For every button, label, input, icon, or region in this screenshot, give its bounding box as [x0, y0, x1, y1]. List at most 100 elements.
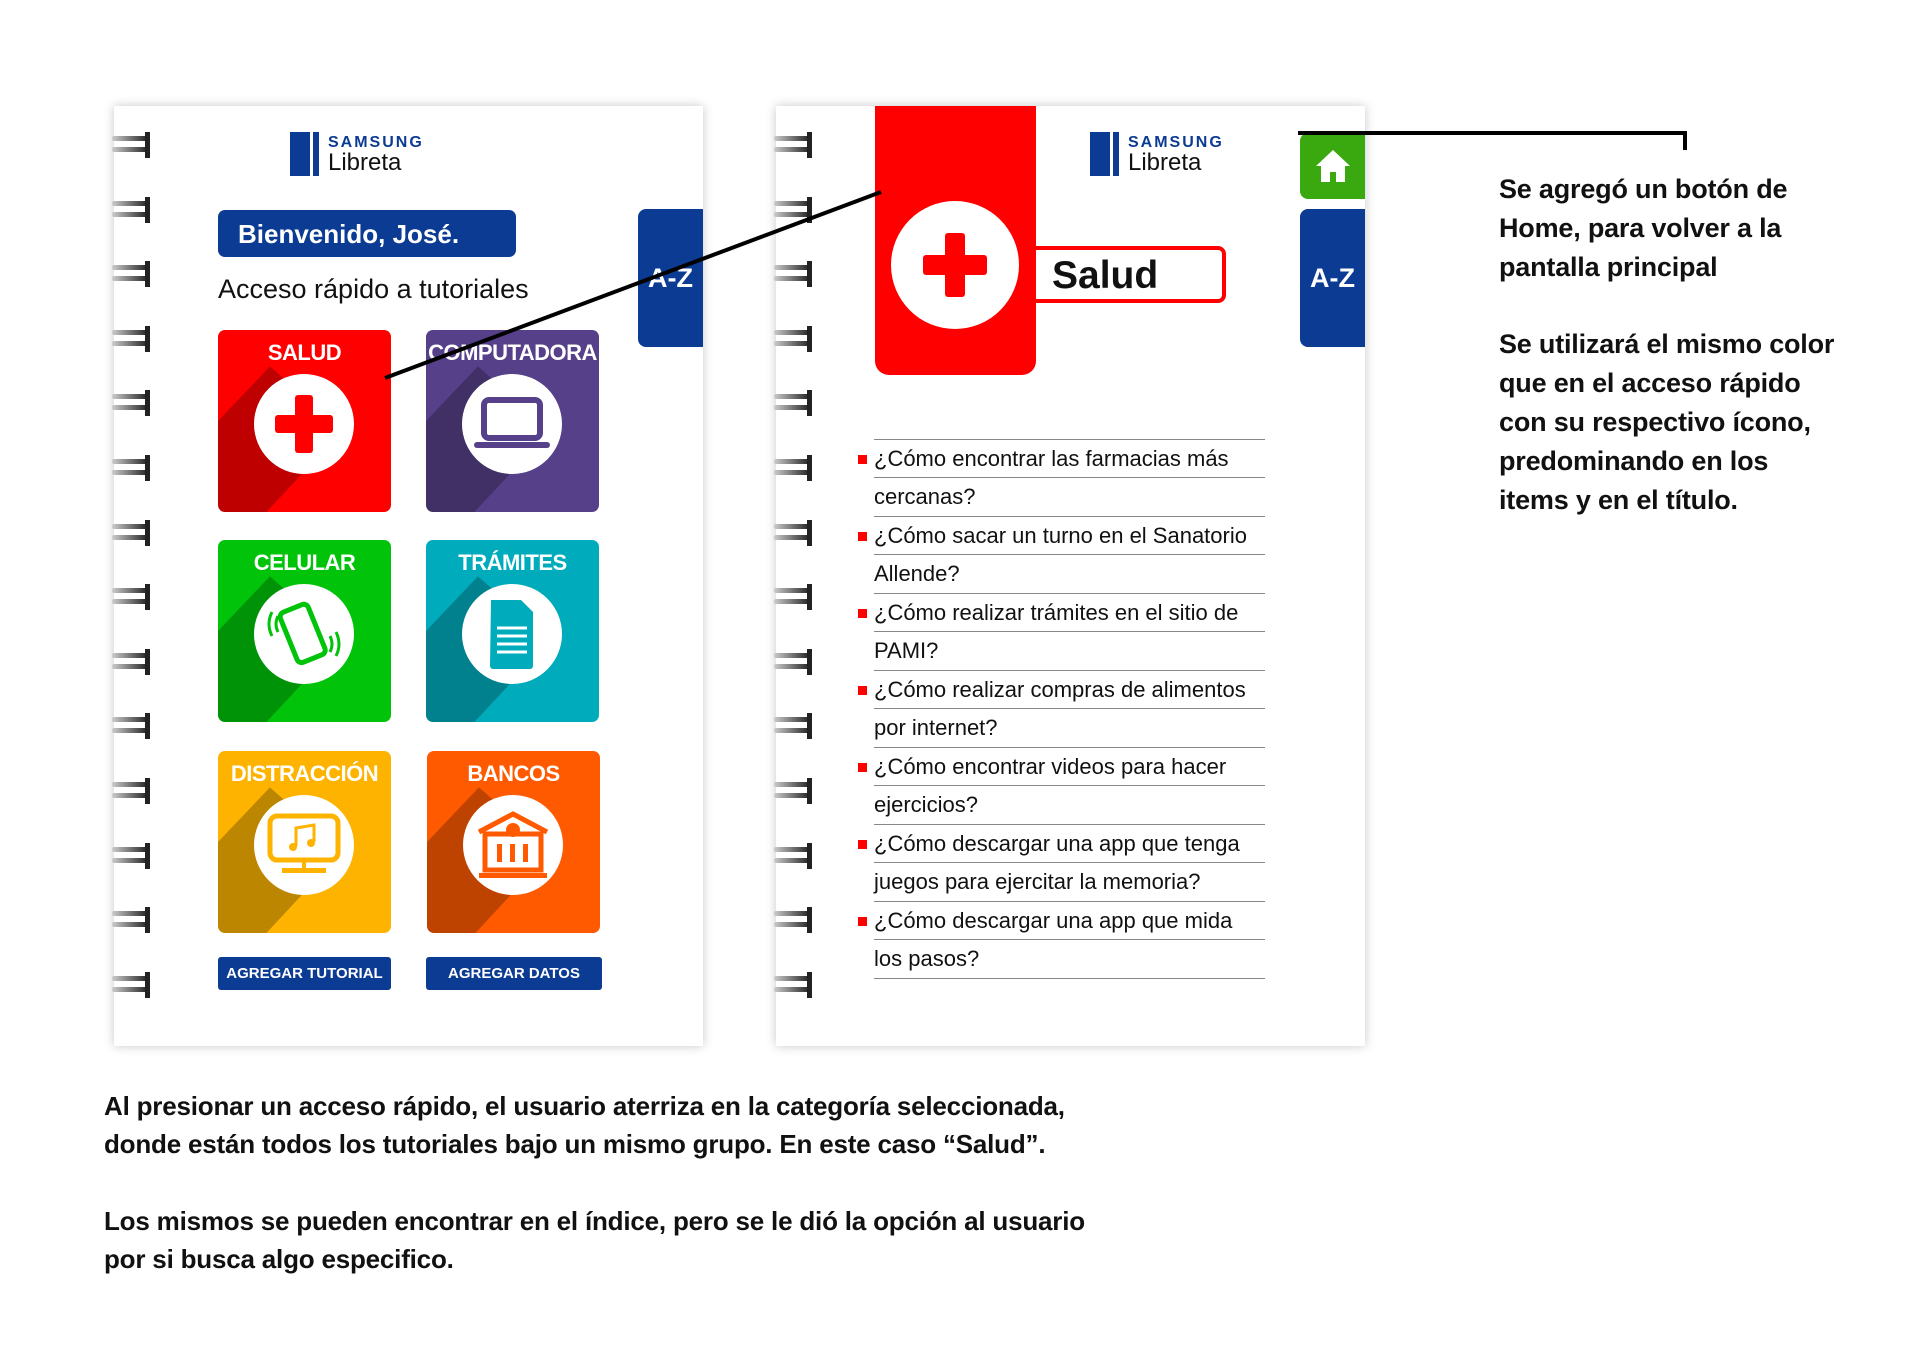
- spiral-ring: [112, 325, 154, 352]
- spiral-ring: [112, 907, 154, 934]
- spiral-ring: [112, 842, 154, 869]
- tutorial-link-text[interactable]: cercanas?: [874, 484, 976, 509]
- home-button-note: Se agregó un botón de Home, para volver a…: [1499, 170, 1788, 287]
- note-line: predominando en los: [1499, 446, 1769, 476]
- spiral-ring: [774, 842, 816, 869]
- tile-label: SALUD: [267, 340, 342, 365]
- laptop-icon: [462, 374, 562, 474]
- tutorial-link-text[interactable]: ejercicios?: [874, 792, 978, 817]
- note-line: con su respectivo ícono,: [1499, 407, 1811, 437]
- spiral-ring: [112, 519, 154, 546]
- tutorial-list-item[interactable]: ¿Cómo descargar una app que mida los paso…: [858, 901, 1265, 979]
- tile-label: BANCOS: [467, 761, 560, 786]
- tutorial-link-text[interactable]: por internet?: [874, 715, 998, 740]
- tutorial-list-item[interactable]: ¿Cómo sacar un turno en el Sanatorio Alle…: [858, 516, 1265, 593]
- spiral-ring: [774, 519, 816, 546]
- samsung-libreta-logo: SAMSUNG Libreta: [1090, 132, 1224, 176]
- note-line: Los mismos se pueden encontrar en el índ…: [104, 1206, 1085, 1236]
- tile-celular[interactable]: CELULAR: [218, 540, 391, 722]
- note-line: Se utilizará el mismo color: [1499, 329, 1835, 359]
- tile-salud[interactable]: SALUD: [218, 330, 391, 512]
- logo-product: Libreta: [328, 148, 402, 176]
- note-line: Home, para volver a la: [1499, 213, 1782, 243]
- spiral-ring: [112, 971, 154, 998]
- tv-music-icon: [254, 795, 354, 895]
- note-line: Se agregó un botón de: [1499, 174, 1788, 204]
- bottom-note-2: Los mismos se pueden encontrar en el índ…: [104, 1202, 1085, 1278]
- spiral-ring: [774, 325, 816, 352]
- spiral-ring: [112, 132, 154, 158]
- home-button[interactable]: [1300, 133, 1365, 199]
- tutorial-list-item[interactable]: ¿Cómo encontrar videos para hacer ejercic…: [858, 747, 1265, 824]
- tile-label: TRÁMITES: [458, 550, 567, 575]
- tutorial-link-text[interactable]: Allende?: [874, 561, 960, 586]
- tutorial-link-text[interactable]: ¿Cómo realizar compras de alimentos: [874, 671, 1265, 709]
- note-line: donde están todos los tutoriales bajo un…: [104, 1129, 1046, 1159]
- note-line: que en el acceso rápido: [1499, 368, 1801, 398]
- tutorial-list-item[interactable]: ¿Cómo realizar trámites en el sitio de PA…: [858, 593, 1265, 670]
- libreta-logo-icon: [1090, 132, 1120, 176]
- samsung-libreta-logo: SAMSUNG Libreta: [290, 132, 424, 176]
- tutorial-link-text[interactable]: ¿Cómo encontrar videos para hacer: [874, 748, 1265, 786]
- spiral-ring: [112, 713, 154, 740]
- tutorial-link-text[interactable]: ¿Cómo realizar trámites en el sitio de: [874, 594, 1265, 632]
- az-index-tab[interactable]: A-Z: [1300, 209, 1365, 347]
- medical-cross-icon: [254, 374, 354, 474]
- spiral-ring: [112, 778, 154, 804]
- category-header-tab: [875, 106, 1036, 375]
- spiral-ring: [112, 648, 154, 675]
- connector-line-home: [1298, 131, 1687, 150]
- bullet-icon: [858, 686, 867, 695]
- tutorial-list-item[interactable]: ¿Cómo realizar compras de alimentos por i…: [858, 670, 1265, 747]
- tutorial-link-text[interactable]: ¿Cómo sacar un turno en el Sanatorio: [874, 517, 1265, 555]
- tutorial-link-text[interactable]: juegos para ejercitar la memoria?: [874, 869, 1201, 894]
- spiral-ring: [774, 907, 816, 934]
- tutorial-list-item[interactable]: ¿Cómo descargar una app que tenga juegos …: [858, 824, 1265, 901]
- bullet-icon: [858, 455, 867, 464]
- bullet-icon: [858, 763, 867, 772]
- spiral-ring: [112, 390, 154, 417]
- tile-bancos[interactable]: BANCOS: [427, 751, 600, 933]
- bullet-icon: [858, 840, 867, 849]
- tile-trámites[interactable]: TRÁMITES: [426, 540, 599, 722]
- spiral-ring: [774, 196, 816, 223]
- spiral-ring: [112, 261, 154, 288]
- home-icon: [1315, 150, 1350, 182]
- bullet-icon: [858, 532, 867, 541]
- category-page: Salud SAMSUNG Libreta A-Z ¿Cómo encontrar…: [774, 106, 1365, 1046]
- tile-label: DISTRACCIÓN: [230, 761, 379, 786]
- tutorial-link-text[interactable]: los pasos?: [874, 946, 980, 971]
- document-icon: [462, 584, 562, 684]
- tutorial-link-text[interactable]: ¿Cómo descargar una app que tenga: [874, 825, 1265, 863]
- bullet-icon: [858, 609, 867, 618]
- logo-brand: SAMSUNG: [328, 133, 424, 151]
- tutorial-list-item[interactable]: ¿Cómo encontrar las farmacias más cercana…: [858, 439, 1265, 516]
- bottom-note-1: Al presionar un acceso rápido, el usuari…: [104, 1087, 1065, 1163]
- tutorial-link-text[interactable]: PAMI?: [874, 638, 939, 663]
- bank-icon: [463, 795, 563, 895]
- tutorial-list: ¿Cómo encontrar las farmacias más cercana…: [858, 439, 1265, 979]
- spiral-ring: [774, 713, 816, 740]
- bullet-icon: [858, 917, 867, 926]
- spiral-ring: [774, 971, 816, 998]
- spiral-ring: [774, 778, 816, 804]
- tutorial-link-text[interactable]: ¿Cómo descargar una app que mida: [874, 902, 1265, 940]
- tile-distracción[interactable]: DISTRACCIÓN: [218, 751, 391, 933]
- tile-label: CELULAR: [253, 550, 356, 575]
- add-data-button[interactable]: AGREGAR DATOS: [426, 957, 602, 990]
- logo-product: Libreta: [1128, 148, 1202, 176]
- note-line: Al presionar un acceso rápido, el usuari…: [104, 1091, 1065, 1121]
- spiral-ring: [774, 584, 816, 611]
- category-title: Salud: [1036, 246, 1226, 303]
- tutorial-link-text[interactable]: ¿Cómo encontrar las farmacias más: [874, 440, 1265, 478]
- spiral-ring: [112, 455, 154, 481]
- spiral-ring: [112, 196, 154, 223]
- add-tutorial-button[interactable]: AGREGAR TUTORIAL: [218, 957, 391, 990]
- welcome-banner: Bienvenido, José.: [218, 210, 516, 257]
- libreta-logo-icon: [290, 132, 320, 176]
- logo-brand: SAMSUNG: [1128, 133, 1224, 151]
- color-note: Se utilizará el mismo color que en el acc…: [1499, 325, 1834, 520]
- tile-computadora[interactable]: COMPUTADORA: [426, 330, 599, 512]
- note-line: items y en el título.: [1499, 485, 1738, 515]
